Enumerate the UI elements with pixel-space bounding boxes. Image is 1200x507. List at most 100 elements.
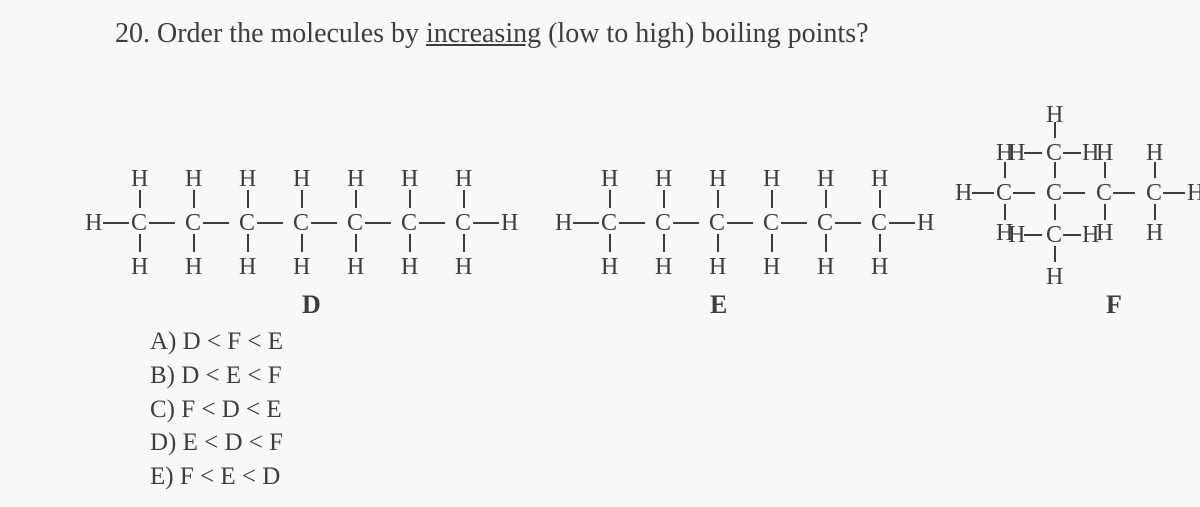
bond [365, 222, 391, 224]
hydrogen-atom: H [455, 254, 472, 281]
carbon-atom: C [239, 210, 255, 237]
bond [771, 190, 773, 208]
bond [771, 234, 773, 252]
answer-d: D) E < D < F [150, 426, 283, 460]
carbon-atom: C [763, 210, 779, 237]
carbon-atom: C [709, 210, 725, 237]
bond [311, 222, 337, 224]
answer-b: B) D < E < F [150, 359, 283, 393]
bond [1024, 234, 1042, 236]
carbon-atom: C [131, 210, 147, 237]
carbon-atom: C [1046, 222, 1062, 249]
bond [1113, 192, 1135, 194]
bond [1154, 204, 1156, 220]
hydrogen-atom: H [1008, 140, 1025, 167]
hydrogen-atom: H [1187, 180, 1200, 207]
hydrogen-atom: H [347, 254, 364, 281]
bond [1013, 192, 1035, 194]
bond [1104, 204, 1106, 220]
hydrogen-atom: H [85, 210, 102, 237]
answer-c: C) F < D < E [150, 393, 283, 427]
bond [1063, 234, 1081, 236]
hydrogen-atom: H [501, 210, 518, 237]
carbon-atom: C [996, 180, 1012, 207]
question-prefix: Order the molecules by [157, 18, 426, 49]
hydrogen-atom: H [1008, 222, 1025, 249]
bond [727, 222, 753, 224]
bond [781, 222, 807, 224]
question-underline: increasing [426, 18, 541, 49]
hydrogen-atom: H [655, 166, 672, 193]
hydrogen-atom: H [817, 254, 834, 281]
question: 20. Order the molecules by increasing (l… [115, 18, 869, 50]
hydrogen-atom: H [131, 254, 148, 281]
carbon-atom: C [1046, 140, 1062, 167]
bond [1163, 192, 1185, 194]
carbon-atom: C [455, 210, 471, 237]
bond [717, 190, 719, 208]
hydrogen-atom: H [185, 254, 202, 281]
carbon-atom: C [1096, 180, 1112, 207]
hydrogen-atom: H [763, 166, 780, 193]
bond [1063, 152, 1081, 154]
page: 20. Order the molecules by increasing (l… [0, 0, 1200, 507]
carbon-atom: C [1046, 180, 1062, 207]
hydrogen-atom: H [293, 166, 310, 193]
bond [409, 234, 411, 252]
hydrogen-atom: H [293, 254, 310, 281]
carbon-atom: C [401, 210, 417, 237]
hydrogen-atom: H [1146, 220, 1163, 247]
carbon-atom: C [601, 210, 617, 237]
bond [1004, 162, 1006, 178]
hydrogen-atom: H [239, 166, 256, 193]
bond [193, 190, 195, 208]
hydrogen-atom: H [763, 254, 780, 281]
bond [825, 190, 827, 208]
question-number: 20. [115, 18, 150, 49]
bond [825, 234, 827, 252]
hydrogen-atom: H [709, 254, 726, 281]
bond [463, 190, 465, 208]
hydrogen-atom: H [871, 254, 888, 281]
carbon-atom: C [347, 210, 363, 237]
hydrogen-atom: H [239, 254, 256, 281]
bond [139, 234, 141, 252]
hydrogen-atom: H [1096, 220, 1113, 247]
molecule-d-label: D [302, 290, 321, 320]
hydrogen-atom: H [555, 210, 572, 237]
bond [247, 190, 249, 208]
bond [673, 222, 699, 224]
bond [139, 190, 141, 208]
hydrogen-atom: H [401, 166, 418, 193]
bond [889, 222, 915, 224]
bond [203, 222, 229, 224]
bond [419, 222, 445, 224]
bond [193, 234, 195, 252]
bond [663, 234, 665, 252]
hydrogen-atom: H [601, 166, 618, 193]
bond [835, 222, 861, 224]
bond [1054, 246, 1056, 262]
bond [1054, 204, 1056, 220]
hydrogen-atom: H [1046, 102, 1063, 129]
carbon-atom: C [293, 210, 309, 237]
bond [463, 234, 465, 252]
answer-a: A) D < F < E [150, 325, 283, 359]
molecule-f-label: F [1106, 290, 1122, 320]
bond [103, 222, 129, 224]
molecule-e-label: E [710, 290, 727, 320]
bond [1154, 162, 1156, 178]
bond [1024, 152, 1042, 154]
bond [473, 222, 499, 224]
hydrogen-atom: H [601, 254, 618, 281]
bond [879, 234, 881, 252]
bond [1004, 204, 1006, 220]
hydrogen-atom: H [817, 166, 834, 193]
bond [609, 234, 611, 252]
hydrogen-atom: H [1046, 264, 1063, 291]
answer-choices: A) D < F < E B) D < E < F C) F < D < E D… [150, 325, 283, 494]
bond [301, 234, 303, 252]
carbon-atom: C [871, 210, 887, 237]
bond [301, 190, 303, 208]
hydrogen-atom: H [655, 254, 672, 281]
